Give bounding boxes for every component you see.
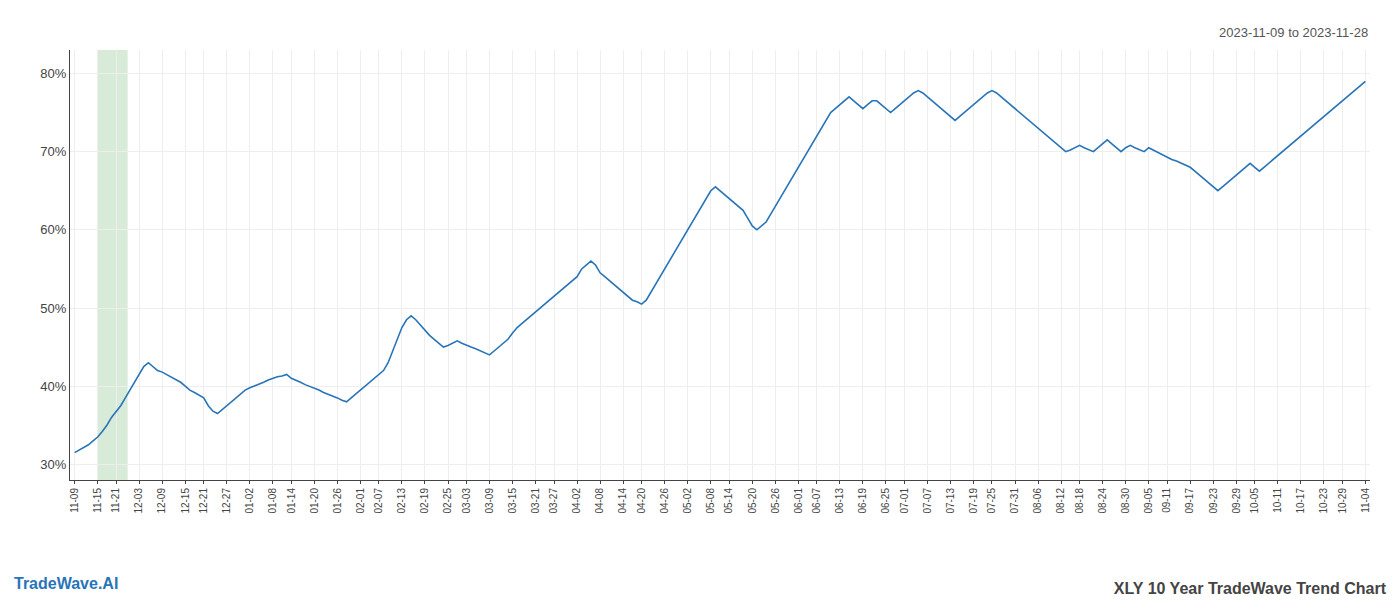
svg-text:08-06: 08-06	[1032, 488, 1043, 514]
svg-text:60%: 60%	[40, 222, 66, 237]
svg-text:11-15: 11-15	[92, 488, 103, 513]
svg-text:02-19: 02-19	[419, 488, 430, 514]
svg-text:06-19: 06-19	[857, 488, 868, 514]
svg-text:05-02: 05-02	[682, 488, 693, 514]
svg-text:06-25: 06-25	[880, 488, 891, 514]
svg-text:TradeWave.AI: TradeWave.AI	[14, 575, 118, 592]
svg-text:02-01: 02-01	[355, 488, 366, 514]
svg-text:02-13: 02-13	[396, 488, 407, 514]
svg-text:09-29: 09-29	[1231, 488, 1242, 514]
svg-text:30%: 30%	[40, 457, 66, 472]
svg-text:02-07: 02-07	[373, 488, 384, 514]
svg-text:12-15: 12-15	[180, 488, 191, 514]
svg-text:12-03: 12-03	[133, 488, 144, 514]
svg-text:XLY 10 Year TradeWave Trend Ch: XLY 10 Year TradeWave Trend Chart	[1114, 580, 1387, 597]
svg-text:03-21: 03-21	[530, 488, 541, 514]
svg-text:01-20: 01-20	[309, 488, 320, 514]
svg-text:06-07: 06-07	[811, 488, 822, 514]
svg-text:01-02: 01-02	[244, 488, 255, 514]
svg-text:06-13: 06-13	[834, 488, 845, 514]
svg-text:01-26: 01-26	[332, 488, 343, 514]
svg-text:07-13: 07-13	[945, 488, 956, 514]
svg-text:11-21: 11-21	[110, 488, 121, 513]
svg-text:07-31: 07-31	[1009, 488, 1020, 514]
svg-text:04-14: 04-14	[617, 488, 628, 514]
svg-text:09-17: 09-17	[1184, 488, 1195, 514]
svg-text:09-11: 09-11	[1161, 488, 1172, 513]
svg-text:70%: 70%	[40, 144, 66, 159]
svg-text:11-09: 11-09	[69, 488, 80, 513]
svg-text:10-11: 10-11	[1272, 488, 1283, 513]
svg-text:10-29: 10-29	[1337, 488, 1348, 514]
svg-text:08-12: 08-12	[1055, 488, 1066, 514]
svg-text:08-30: 08-30	[1120, 488, 1131, 514]
svg-text:05-20: 05-20	[747, 488, 758, 514]
svg-text:50%: 50%	[40, 301, 66, 316]
svg-text:05-26: 05-26	[770, 488, 781, 514]
svg-text:10-23: 10-23	[1318, 488, 1329, 514]
svg-text:01-14: 01-14	[286, 488, 297, 514]
svg-text:40%: 40%	[40, 379, 66, 394]
svg-text:03-15: 03-15	[507, 488, 518, 514]
svg-text:2023-11-09 to 2023-11-28: 2023-11-09 to 2023-11-28	[1219, 25, 1368, 40]
svg-text:06-01: 06-01	[793, 488, 804, 514]
svg-text:07-19: 07-19	[968, 488, 979, 514]
svg-text:10-05: 10-05	[1249, 488, 1260, 514]
svg-text:05-14: 05-14	[723, 488, 734, 514]
svg-text:01-08: 01-08	[267, 488, 278, 514]
svg-text:03-03: 03-03	[461, 488, 472, 514]
svg-text:07-07: 07-07	[922, 488, 933, 514]
svg-text:03-09: 03-09	[484, 488, 495, 514]
svg-text:05-08: 05-08	[705, 488, 716, 514]
svg-text:07-01: 07-01	[899, 488, 910, 514]
svg-text:10-17: 10-17	[1295, 488, 1306, 514]
svg-text:12-09: 12-09	[156, 488, 167, 514]
svg-text:03-27: 03-27	[548, 488, 559, 514]
svg-text:04-02: 04-02	[571, 488, 582, 514]
svg-text:07-25: 07-25	[986, 488, 997, 514]
svg-text:08-18: 08-18	[1074, 488, 1085, 514]
svg-text:80%: 80%	[40, 66, 66, 81]
svg-text:04-26: 04-26	[659, 488, 670, 514]
svg-text:04-08: 04-08	[594, 488, 605, 514]
svg-text:12-21: 12-21	[198, 488, 209, 514]
svg-text:12-27: 12-27	[221, 488, 232, 514]
svg-text:04-20: 04-20	[636, 488, 647, 514]
svg-text:02-25: 02-25	[442, 488, 453, 514]
svg-text:09-05: 09-05	[1143, 488, 1154, 514]
svg-text:08-24: 08-24	[1097, 488, 1108, 514]
svg-text:11-04: 11-04	[1360, 488, 1371, 513]
svg-text:09-23: 09-23	[1208, 488, 1219, 514]
